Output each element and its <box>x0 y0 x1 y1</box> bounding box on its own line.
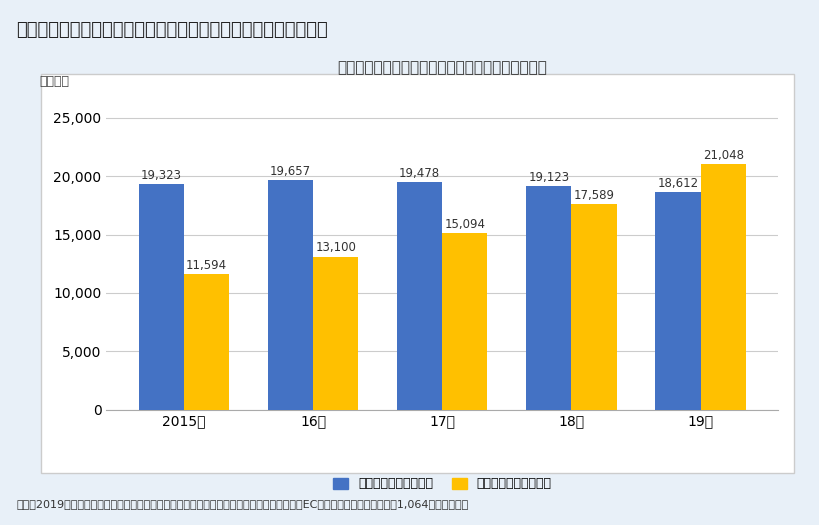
Text: 19,657: 19,657 <box>270 165 311 178</box>
Text: 19,478: 19,478 <box>399 167 441 180</box>
Bar <box>397 182 442 410</box>
FancyBboxPatch shape <box>41 74 794 472</box>
Text: （注）2019年インターネット広告費には今回追加推定の「日本の広告費」における「物販系ECプラットフォーム広告費」1,064億円も含む。: （注）2019年インターネット広告費には今回追加推定の「日本の広告費」における「… <box>16 499 468 509</box>
Bar <box>138 184 184 410</box>
Text: 13,100: 13,100 <box>315 242 356 254</box>
Text: 11,594: 11,594 <box>186 259 227 272</box>
Text: （億円）: （億円） <box>39 75 70 88</box>
Text: 17,589: 17,589 <box>573 189 614 202</box>
Bar <box>313 257 359 410</box>
Text: テレビメディア広告費とインターネット広告費比較: テレビメディア広告費とインターネット広告費比較 <box>337 60 547 76</box>
Text: 19,123: 19,123 <box>528 171 569 184</box>
Bar <box>572 204 617 410</box>
Bar <box>442 234 487 410</box>
Text: 18,612: 18,612 <box>658 177 699 190</box>
Bar <box>184 274 229 410</box>
Bar <box>268 180 313 410</box>
Text: 図表１　「テレビメディア広告費」と「インターネット広告費」: 図表１ 「テレビメディア広告費」と「インターネット広告費」 <box>16 21 328 39</box>
Legend: テレビメディア広告費, インターネット広告費: テレビメディア広告費, インターネット広告費 <box>328 472 557 496</box>
Bar <box>700 164 746 410</box>
Text: 21,048: 21,048 <box>703 149 744 162</box>
Bar <box>527 186 572 410</box>
Text: 15,094: 15,094 <box>445 218 486 231</box>
Bar <box>655 192 700 410</box>
Text: 19,323: 19,323 <box>141 169 182 182</box>
